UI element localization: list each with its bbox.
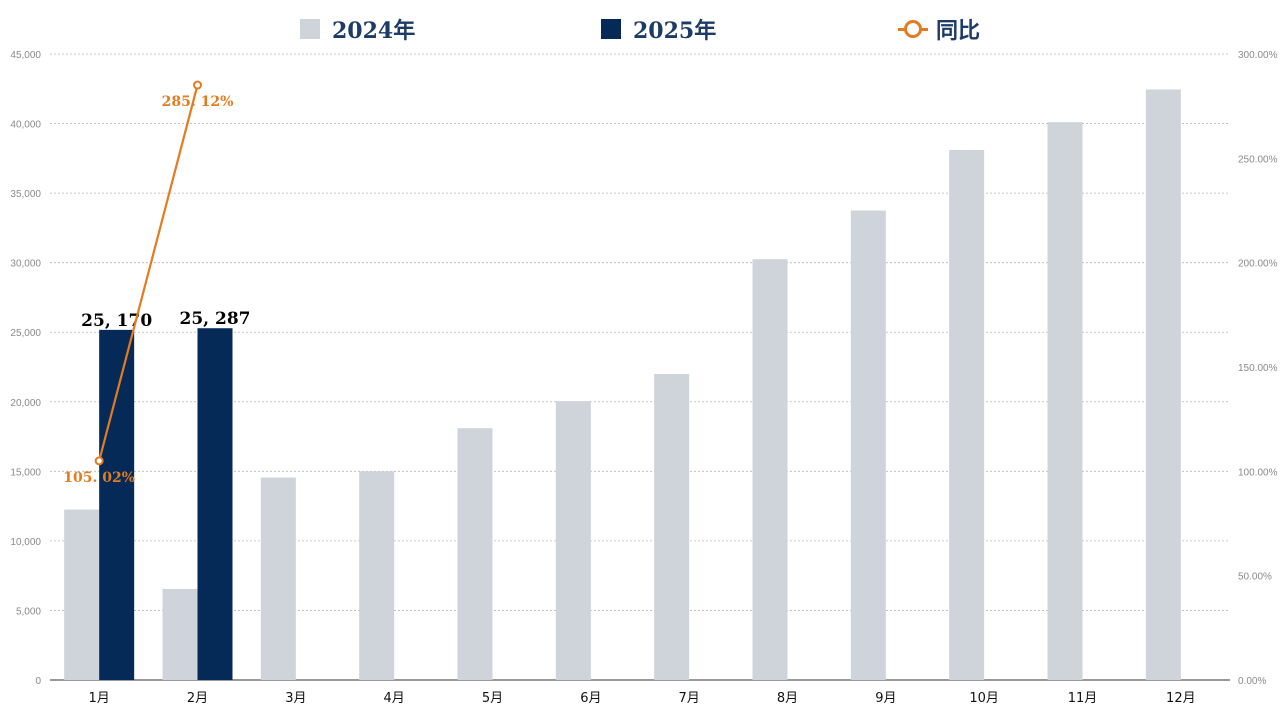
x-tick-label: 1月 bbox=[89, 691, 110, 706]
bar-2024 bbox=[457, 428, 493, 680]
legend-label-yoy: 同比 bbox=[936, 18, 981, 44]
x-tick-label: 2月 bbox=[187, 691, 208, 706]
y-right-tick-label: 250.00% bbox=[1238, 154, 1278, 165]
x-tick-label: 4月 bbox=[384, 691, 405, 706]
y-left-tick-label: 20,000 bbox=[10, 398, 41, 409]
bar-2024 bbox=[1145, 89, 1181, 681]
y-left-tick-label: 5,000 bbox=[16, 606, 41, 617]
y-left-tick-label: 30,000 bbox=[10, 259, 41, 270]
x-tick-label: 9月 bbox=[875, 691, 896, 706]
y-left-tick-label: 40,000 bbox=[10, 120, 41, 131]
yoy-data-label: 105. 02% bbox=[63, 470, 135, 486]
y-right-tick-label: 50.00% bbox=[1238, 572, 1272, 583]
y-right-tick-label: 100.00% bbox=[1238, 467, 1278, 478]
legend-item-2024: 2024年 bbox=[300, 12, 415, 46]
y-right-tick-label: 150.00% bbox=[1238, 363, 1278, 374]
yoy-data-label: 285. 12% bbox=[162, 94, 234, 110]
bar-2024 bbox=[949, 149, 985, 680]
y-left-tick-label: 10,000 bbox=[10, 537, 41, 548]
legend-item-yoy: 同比 bbox=[898, 12, 981, 46]
bar-2025-data-label: 25, 287 bbox=[180, 309, 251, 329]
legend-line-marker-icon bbox=[898, 20, 928, 38]
legend-label-2025: 2025年 bbox=[633, 18, 717, 44]
x-tick-label: 11月 bbox=[1068, 691, 1098, 706]
x-tick-label: 8月 bbox=[777, 691, 798, 706]
y-left-tick-label: 25,000 bbox=[10, 328, 41, 339]
yoy-point bbox=[193, 80, 202, 90]
bar-2025 bbox=[197, 328, 233, 680]
y-right-tick-label: 300.00% bbox=[1238, 50, 1278, 61]
legend-label-2024: 2024年 bbox=[332, 18, 416, 44]
bar-2025 bbox=[99, 329, 135, 680]
x-tick-label: 7月 bbox=[679, 691, 700, 706]
bar-2024 bbox=[654, 373, 690, 680]
y-right-tick-label: 200.00% bbox=[1238, 259, 1278, 270]
bar-2024 bbox=[359, 471, 395, 680]
bar-2024 bbox=[64, 509, 100, 680]
bar-2024 bbox=[850, 210, 886, 680]
bar-2025-data-label: 25, 170 bbox=[81, 311, 152, 331]
legend-swatch-2025 bbox=[601, 19, 621, 39]
y-left-tick-label: 15,000 bbox=[10, 467, 41, 478]
bar-2024 bbox=[555, 401, 591, 680]
x-tick-label: 5月 bbox=[482, 691, 503, 706]
bar-2024 bbox=[1047, 122, 1083, 681]
x-tick-label: 3月 bbox=[285, 691, 306, 706]
yoy-point bbox=[94, 456, 104, 466]
y-right-tick-label: 0.00% bbox=[1238, 676, 1266, 687]
y-left-tick-label: 45,000 bbox=[10, 50, 41, 61]
yoy-line bbox=[98, 84, 199, 462]
x-tick-label: 12月 bbox=[1166, 691, 1196, 706]
bar-2024 bbox=[752, 259, 788, 680]
chart-legend: 2024年 2025年 同比 bbox=[0, 12, 1280, 46]
y-left-tick-label: 0 bbox=[35, 676, 41, 687]
legend-swatch-2024 bbox=[300, 19, 320, 39]
bar-2024 bbox=[162, 588, 198, 680]
bar-2024 bbox=[260, 477, 296, 680]
x-tick-label: 6月 bbox=[580, 691, 601, 706]
y-left-tick-label: 35,000 bbox=[10, 189, 41, 200]
legend-item-2025: 2025年 bbox=[601, 12, 716, 46]
x-tick-label: 10月 bbox=[969, 691, 999, 706]
